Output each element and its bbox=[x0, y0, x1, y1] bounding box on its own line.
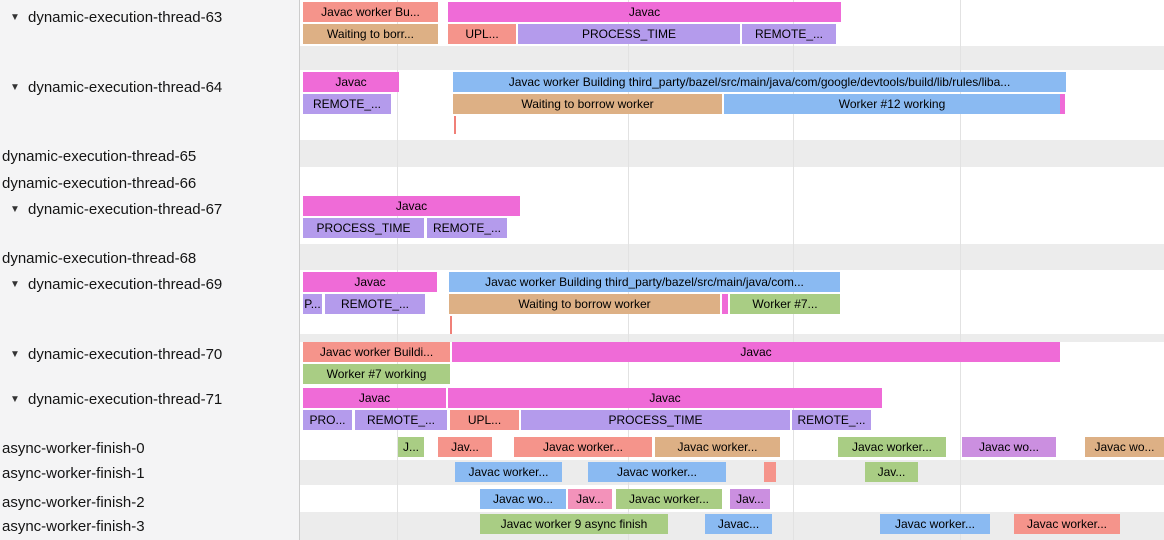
trace-event-bar[interactable]: Javac worker Bu... bbox=[303, 2, 438, 22]
trace-event-bar[interactable]: Jav... bbox=[865, 462, 918, 482]
trace-event-bar[interactable]: Javac bbox=[448, 2, 841, 22]
trace-event-bar[interactable]: Javac worker 9 async finish bbox=[480, 514, 668, 534]
trace-event-bar[interactable]: Javac... bbox=[705, 514, 772, 534]
trace-event-bar[interactable]: Javac worker... bbox=[514, 437, 652, 457]
thread-label-dynamic-execution-thread-68[interactable]: dynamic-execution-thread-68 bbox=[0, 247, 196, 269]
trace-event-bar[interactable]: Javac bbox=[303, 72, 399, 92]
thread-label-text: dynamic-execution-thread-69 bbox=[28, 275, 223, 293]
thread-label-dynamic-execution-thread-71[interactable]: ▼ dynamic-execution-thread-71 bbox=[0, 388, 222, 410]
trace-event-bar[interactable]: Javac bbox=[303, 272, 437, 292]
thread-label-text: dynamic-execution-thread-68 bbox=[2, 249, 197, 267]
row-stripe bbox=[300, 460, 1164, 485]
trace-event-bar[interactable]: Javac worker... bbox=[588, 462, 726, 482]
trace-event-bar[interactable] bbox=[1060, 94, 1065, 114]
trace-event-bar[interactable]: Javac worker... bbox=[655, 437, 780, 457]
trace-event-bar[interactable]: P... bbox=[303, 294, 322, 314]
trace-event-bar[interactable]: PROCESS_TIME bbox=[518, 24, 740, 44]
thread-label-dynamic-execution-thread-67[interactable]: ▼ dynamic-execution-thread-67 bbox=[0, 198, 222, 220]
thread-label-dynamic-execution-thread-70[interactable]: ▼ dynamic-execution-thread-70 bbox=[0, 343, 222, 365]
trace-event-bar[interactable]: Waiting to borr... bbox=[303, 24, 438, 44]
trace-event-bar[interactable]: Javac bbox=[452, 342, 1060, 362]
trace-event-bar[interactable]: Javac bbox=[303, 196, 520, 216]
thread-label-async-worker-finish-1[interactable]: async-worker-finish-1 bbox=[0, 462, 145, 484]
trace-event-bar[interactable]: Javac worker... bbox=[616, 489, 722, 509]
trace-event-bar[interactable]: Javac worker Building third_party/bazel/… bbox=[449, 272, 840, 292]
row-stripe bbox=[300, 244, 1164, 270]
thread-label-dynamic-execution-thread-65[interactable]: dynamic-execution-thread-65 bbox=[0, 145, 196, 167]
trace-event-bar[interactable]: Javac bbox=[448, 388, 882, 408]
trace-event-bar[interactable] bbox=[722, 294, 728, 314]
trace-event-bar[interactable]: Javac bbox=[303, 388, 446, 408]
collapse-arrow-icon[interactable]: ▼ bbox=[10, 348, 20, 360]
trace-event-bar[interactable]: J... bbox=[398, 437, 424, 457]
trace-event-bar[interactable]: Jav... bbox=[568, 489, 612, 509]
trace-event-bar[interactable]: Worker #7 working bbox=[303, 364, 450, 384]
trace-event-bar[interactable] bbox=[764, 462, 776, 482]
thread-label-text: dynamic-execution-thread-70 bbox=[28, 345, 223, 363]
row-stripe bbox=[300, 46, 1164, 70]
trace-event-bar[interactable]: REMOTE_... bbox=[427, 218, 507, 238]
trace-event-bar[interactable]: PROCESS_TIME bbox=[303, 218, 424, 238]
trace-event-bar[interactable]: REMOTE_... bbox=[742, 24, 836, 44]
collapse-arrow-icon[interactable]: ▼ bbox=[10, 393, 20, 405]
trace-event-bar[interactable]: Waiting to borrow worker bbox=[453, 94, 722, 114]
thread-label-text: async-worker-finish-3 bbox=[2, 517, 145, 535]
thread-label-panel: ▼ dynamic-execution-thread-63 ▼ dynamic-exe… bbox=[0, 0, 300, 540]
trace-event-bar[interactable]: Javac worker... bbox=[1014, 514, 1120, 534]
time-gridline bbox=[628, 0, 629, 540]
trace-event-bar[interactable]: Javac wo... bbox=[962, 437, 1056, 457]
timeline-canvas[interactable]: Javac worker Bu... Javac Waiting to borr..… bbox=[300, 0, 1164, 540]
trace-event-bar[interactable]: Javac worker Building third_party/bazel/… bbox=[453, 72, 1066, 92]
collapse-arrow-icon[interactable]: ▼ bbox=[10, 278, 20, 290]
trace-event-bar[interactable]: PRO... bbox=[303, 410, 352, 430]
thread-label-text: dynamic-execution-thread-67 bbox=[28, 200, 223, 218]
thread-label-text: async-worker-finish-1 bbox=[2, 464, 145, 482]
trace-event-bar[interactable]: Javac worker Buildi... bbox=[303, 342, 450, 362]
thread-label-text: dynamic-execution-thread-64 bbox=[28, 78, 223, 96]
thread-label-text: dynamic-execution-thread-66 bbox=[2, 174, 197, 192]
trace-event-bar[interactable]: Javac wo... bbox=[1085, 437, 1164, 457]
trace-event-bar[interactable]: REMOTE_... bbox=[792, 410, 871, 430]
collapse-arrow-icon[interactable]: ▼ bbox=[10, 203, 20, 215]
trace-event-bar[interactable]: REMOTE_... bbox=[355, 410, 447, 430]
trace-event-bar[interactable]: REMOTE_... bbox=[325, 294, 425, 314]
thread-label-dynamic-execution-thread-66[interactable]: dynamic-execution-thread-66 bbox=[0, 172, 196, 194]
trace-event-bar[interactable]: Javac worker... bbox=[880, 514, 990, 534]
instant-event-tick[interactable] bbox=[454, 116, 456, 134]
instant-event-tick[interactable] bbox=[450, 316, 452, 334]
thread-label-text: dynamic-execution-thread-71 bbox=[28, 390, 223, 408]
trace-event-bar[interactable]: Jav... bbox=[730, 489, 770, 509]
trace-event-bar[interactable]: Javac worker... bbox=[455, 462, 562, 482]
trace-event-bar[interactable]: Worker #12 working bbox=[724, 94, 1060, 114]
thread-label-dynamic-execution-thread-69[interactable]: ▼ dynamic-execution-thread-69 bbox=[0, 273, 222, 295]
thread-label-async-worker-finish-2[interactable]: async-worker-finish-2 bbox=[0, 491, 145, 513]
time-gridline bbox=[397, 0, 398, 540]
trace-event-bar[interactable]: Jav... bbox=[438, 437, 492, 457]
thread-label-text: dynamic-execution-thread-63 bbox=[28, 8, 223, 26]
trace-event-bar[interactable]: UPL... bbox=[448, 24, 516, 44]
thread-label-dynamic-execution-thread-63[interactable]: ▼ dynamic-execution-thread-63 bbox=[0, 6, 222, 28]
collapse-arrow-icon[interactable]: ▼ bbox=[10, 81, 20, 93]
time-gridline bbox=[793, 0, 794, 540]
trace-event-bar[interactable]: Javac worker... bbox=[838, 437, 946, 457]
trace-event-bar[interactable]: Worker #7... bbox=[730, 294, 840, 314]
row-stripe bbox=[300, 140, 1164, 167]
trace-event-bar[interactable]: PROCESS_TIME bbox=[521, 410, 790, 430]
trace-event-bar[interactable]: REMOTE_... bbox=[303, 94, 391, 114]
thread-label-async-worker-finish-0[interactable]: async-worker-finish-0 bbox=[0, 437, 145, 459]
collapse-arrow-icon[interactable]: ▼ bbox=[10, 11, 20, 23]
thread-label-text: dynamic-execution-thread-65 bbox=[2, 147, 197, 165]
row-stripe bbox=[300, 334, 1164, 342]
thread-label-text: async-worker-finish-2 bbox=[2, 493, 145, 511]
thread-label-async-worker-finish-3[interactable]: async-worker-finish-3 bbox=[0, 515, 145, 537]
thread-label-text: async-worker-finish-0 bbox=[2, 439, 145, 457]
time-gridline bbox=[960, 0, 961, 540]
thread-label-dynamic-execution-thread-64[interactable]: ▼ dynamic-execution-thread-64 bbox=[0, 76, 222, 98]
trace-event-bar[interactable]: Javac wo... bbox=[480, 489, 566, 509]
trace-event-bar[interactable]: Waiting to borrow worker bbox=[449, 294, 720, 314]
trace-event-bar[interactable]: UPL... bbox=[450, 410, 519, 430]
